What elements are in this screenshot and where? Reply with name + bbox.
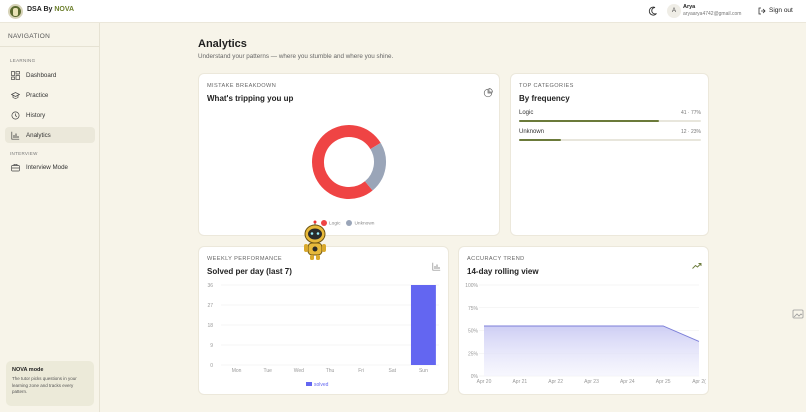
- bar-chart-icon: [11, 131, 20, 140]
- x-tick-label: Fri: [358, 368, 364, 374]
- legend-swatch-solved: [306, 382, 312, 386]
- x-tick-label: Apr 21: [512, 379, 527, 385]
- section-label-interview: INTERVIEW: [10, 151, 38, 156]
- y-tick-label: 9: [210, 343, 213, 349]
- legend-label-solved: solved: [314, 382, 329, 388]
- x-tick-label: Sat: [389, 368, 397, 374]
- avatar[interactable]: A: [667, 4, 681, 18]
- y-tick-label: 36: [207, 283, 213, 289]
- donut-slice-unknown: [364, 142, 386, 191]
- sidebar-item-label: History: [26, 111, 46, 119]
- user-email: aryaarya4742@gmail.com: [683, 11, 742, 17]
- donut-slice-logic: [312, 125, 381, 199]
- category-label: Logic: [519, 110, 534, 116]
- x-tick-label: Mon: [232, 368, 242, 374]
- sign-out-button[interactable]: Sign out: [752, 3, 799, 18]
- sidebar-item-label: Dashboard: [26, 71, 57, 79]
- user-name: Arya: [683, 4, 696, 10]
- y-tick-label: 0: [210, 363, 213, 369]
- donut-legend: Logic Unknown: [321, 220, 374, 226]
- page-title: Analytics: [198, 38, 247, 50]
- sidebar-item-label: Practice: [26, 91, 49, 99]
- sidebar-item-practice[interactable]: Practice: [5, 87, 95, 103]
- dashboard-icon: [11, 70, 20, 80]
- moon-icon[interactable]: [648, 6, 658, 16]
- graduation-cap-icon: [11, 91, 20, 99]
- section-label-learning: LEARNING: [10, 58, 36, 63]
- x-tick-label: Apr 24: [620, 379, 635, 385]
- trending-up-icon: [692, 263, 702, 269]
- top-bar: DSA By NOVA A Arya aryaarya4742@gmail.co…: [0, 0, 806, 23]
- x-tick-label: Apr 23: [584, 379, 599, 385]
- sidebar-item-analytics[interactable]: Analytics: [5, 127, 95, 143]
- x-tick-label: Apr 22: [548, 379, 563, 385]
- sidebar-item-history[interactable]: History: [5, 107, 95, 123]
- card-kicker: TOP CATEGORIES: [519, 83, 574, 89]
- pie-chart-icon: [483, 88, 493, 98]
- card-title: What's tripping you up: [207, 94, 294, 103]
- y-tick-label: 50%: [468, 329, 479, 335]
- y-tick-label: 75%: [468, 306, 479, 312]
- accuracy-area-chart: 0% 25% 50% 75% 100% Apr 20 Apr 21 Apr 22 Apr 23 A…: [465, 283, 706, 385]
- sidebar-item-label: Analytics: [26, 131, 51, 139]
- accuracy-line: [484, 325, 700, 342]
- x-tick-label: Sun: [419, 368, 428, 374]
- legend-item-logic[interactable]: Logic: [321, 220, 340, 226]
- nova-mode-info: NOVA mode The tutor picks questions in y…: [6, 361, 94, 406]
- y-tick-label: 27: [207, 303, 213, 309]
- category-value: 12 · 23%: [680, 129, 701, 135]
- sidebar: NAVIGATION LEARNING Dashboard Practice H…: [0, 23, 100, 412]
- bar-chart-icon: [432, 262, 441, 271]
- x-tick-label: Thu: [326, 368, 335, 374]
- y-tick-label: 100%: [465, 283, 478, 289]
- y-tick-label: 18: [207, 323, 213, 329]
- accuracy-area: [484, 325, 699, 376]
- x-tick-label: Wed: [294, 368, 304, 374]
- y-tick-label: 0%: [471, 374, 479, 380]
- category-value: 41 · 77%: [680, 110, 701, 116]
- weekly-performance-card: WEEKLY PERFORMANCE Solved per day (last …: [198, 246, 449, 395]
- x-tick-label: Tue: [263, 368, 272, 374]
- card-title: By frequency: [519, 94, 570, 103]
- card-title: Solved per day (last 7): [207, 267, 292, 276]
- top-categories-card: TOP CATEGORIES By frequency Logic 41 · 7…: [510, 73, 709, 236]
- bar-sun: [410, 285, 436, 365]
- legend-item-unknown[interactable]: Unknown: [346, 220, 374, 226]
- history-icon: [11, 111, 20, 119]
- card-kicker: WEEKLY PERFORMANCE: [207, 256, 283, 262]
- category-progress-track: [519, 139, 701, 141]
- brand-name[interactable]: DSA By NOVA: [27, 6, 75, 13]
- page-subtitle: Understand your patterns — where you stu…: [198, 53, 394, 60]
- category-row: Unknown 12 · 23%: [519, 129, 701, 141]
- briefcase-icon: [11, 163, 20, 171]
- nova-logo[interactable]: [8, 4, 23, 19]
- category-label: Unknown: [519, 129, 545, 135]
- category-progress-fill: [519, 139, 561, 141]
- sign-out-label: Sign out: [769, 7, 793, 14]
- card-kicker: ACCURACY TREND: [467, 256, 525, 262]
- card-kicker: MISTAKE BREAKDOWN: [207, 83, 277, 89]
- y-tick-label: 25%: [468, 351, 479, 357]
- mistake-breakdown-card: MISTAKE BREAKDOWN What's tripping you up…: [198, 73, 500, 236]
- weekly-bar-chart: 0 9 18 27 36 Mon Tue Wed Thu Fri Sat Sun solved: [207, 283, 439, 388]
- x-tick-label: Apr 20: [477, 379, 492, 385]
- sidebar-item-interview-mode[interactable]: Interview Mode: [5, 159, 95, 175]
- nova-mode-description: The tutor picks questions in your learni…: [12, 376, 77, 394]
- x-tick-label: Apr 2(: [692, 379, 706, 385]
- card-title: 14-day rolling view: [467, 267, 539, 276]
- nav-title: NAVIGATION: [8, 33, 51, 40]
- category-row: Logic 41 · 77%: [519, 110, 701, 122]
- x-tick-label: Apr 25: [656, 379, 671, 385]
- divider: [0, 46, 100, 47]
- accuracy-trend-card: ACCURACY TREND 14-day rolling view 0% 25%…: [458, 246, 709, 395]
- sidebar-item-dashboard[interactable]: Dashboard: [5, 67, 95, 83]
- mistake-donut-chart: [312, 125, 386, 199]
- category-progress-fill: [519, 120, 660, 122]
- sidebar-item-label: Interview Mode: [26, 163, 68, 171]
- image-icon[interactable]: [792, 309, 804, 319]
- logout-icon: [758, 7, 766, 14]
- robot-mascot-icon[interactable]: [300, 220, 330, 262]
- category-progress-track: [519, 120, 701, 122]
- nova-mode-title: NOVA mode: [12, 367, 44, 373]
